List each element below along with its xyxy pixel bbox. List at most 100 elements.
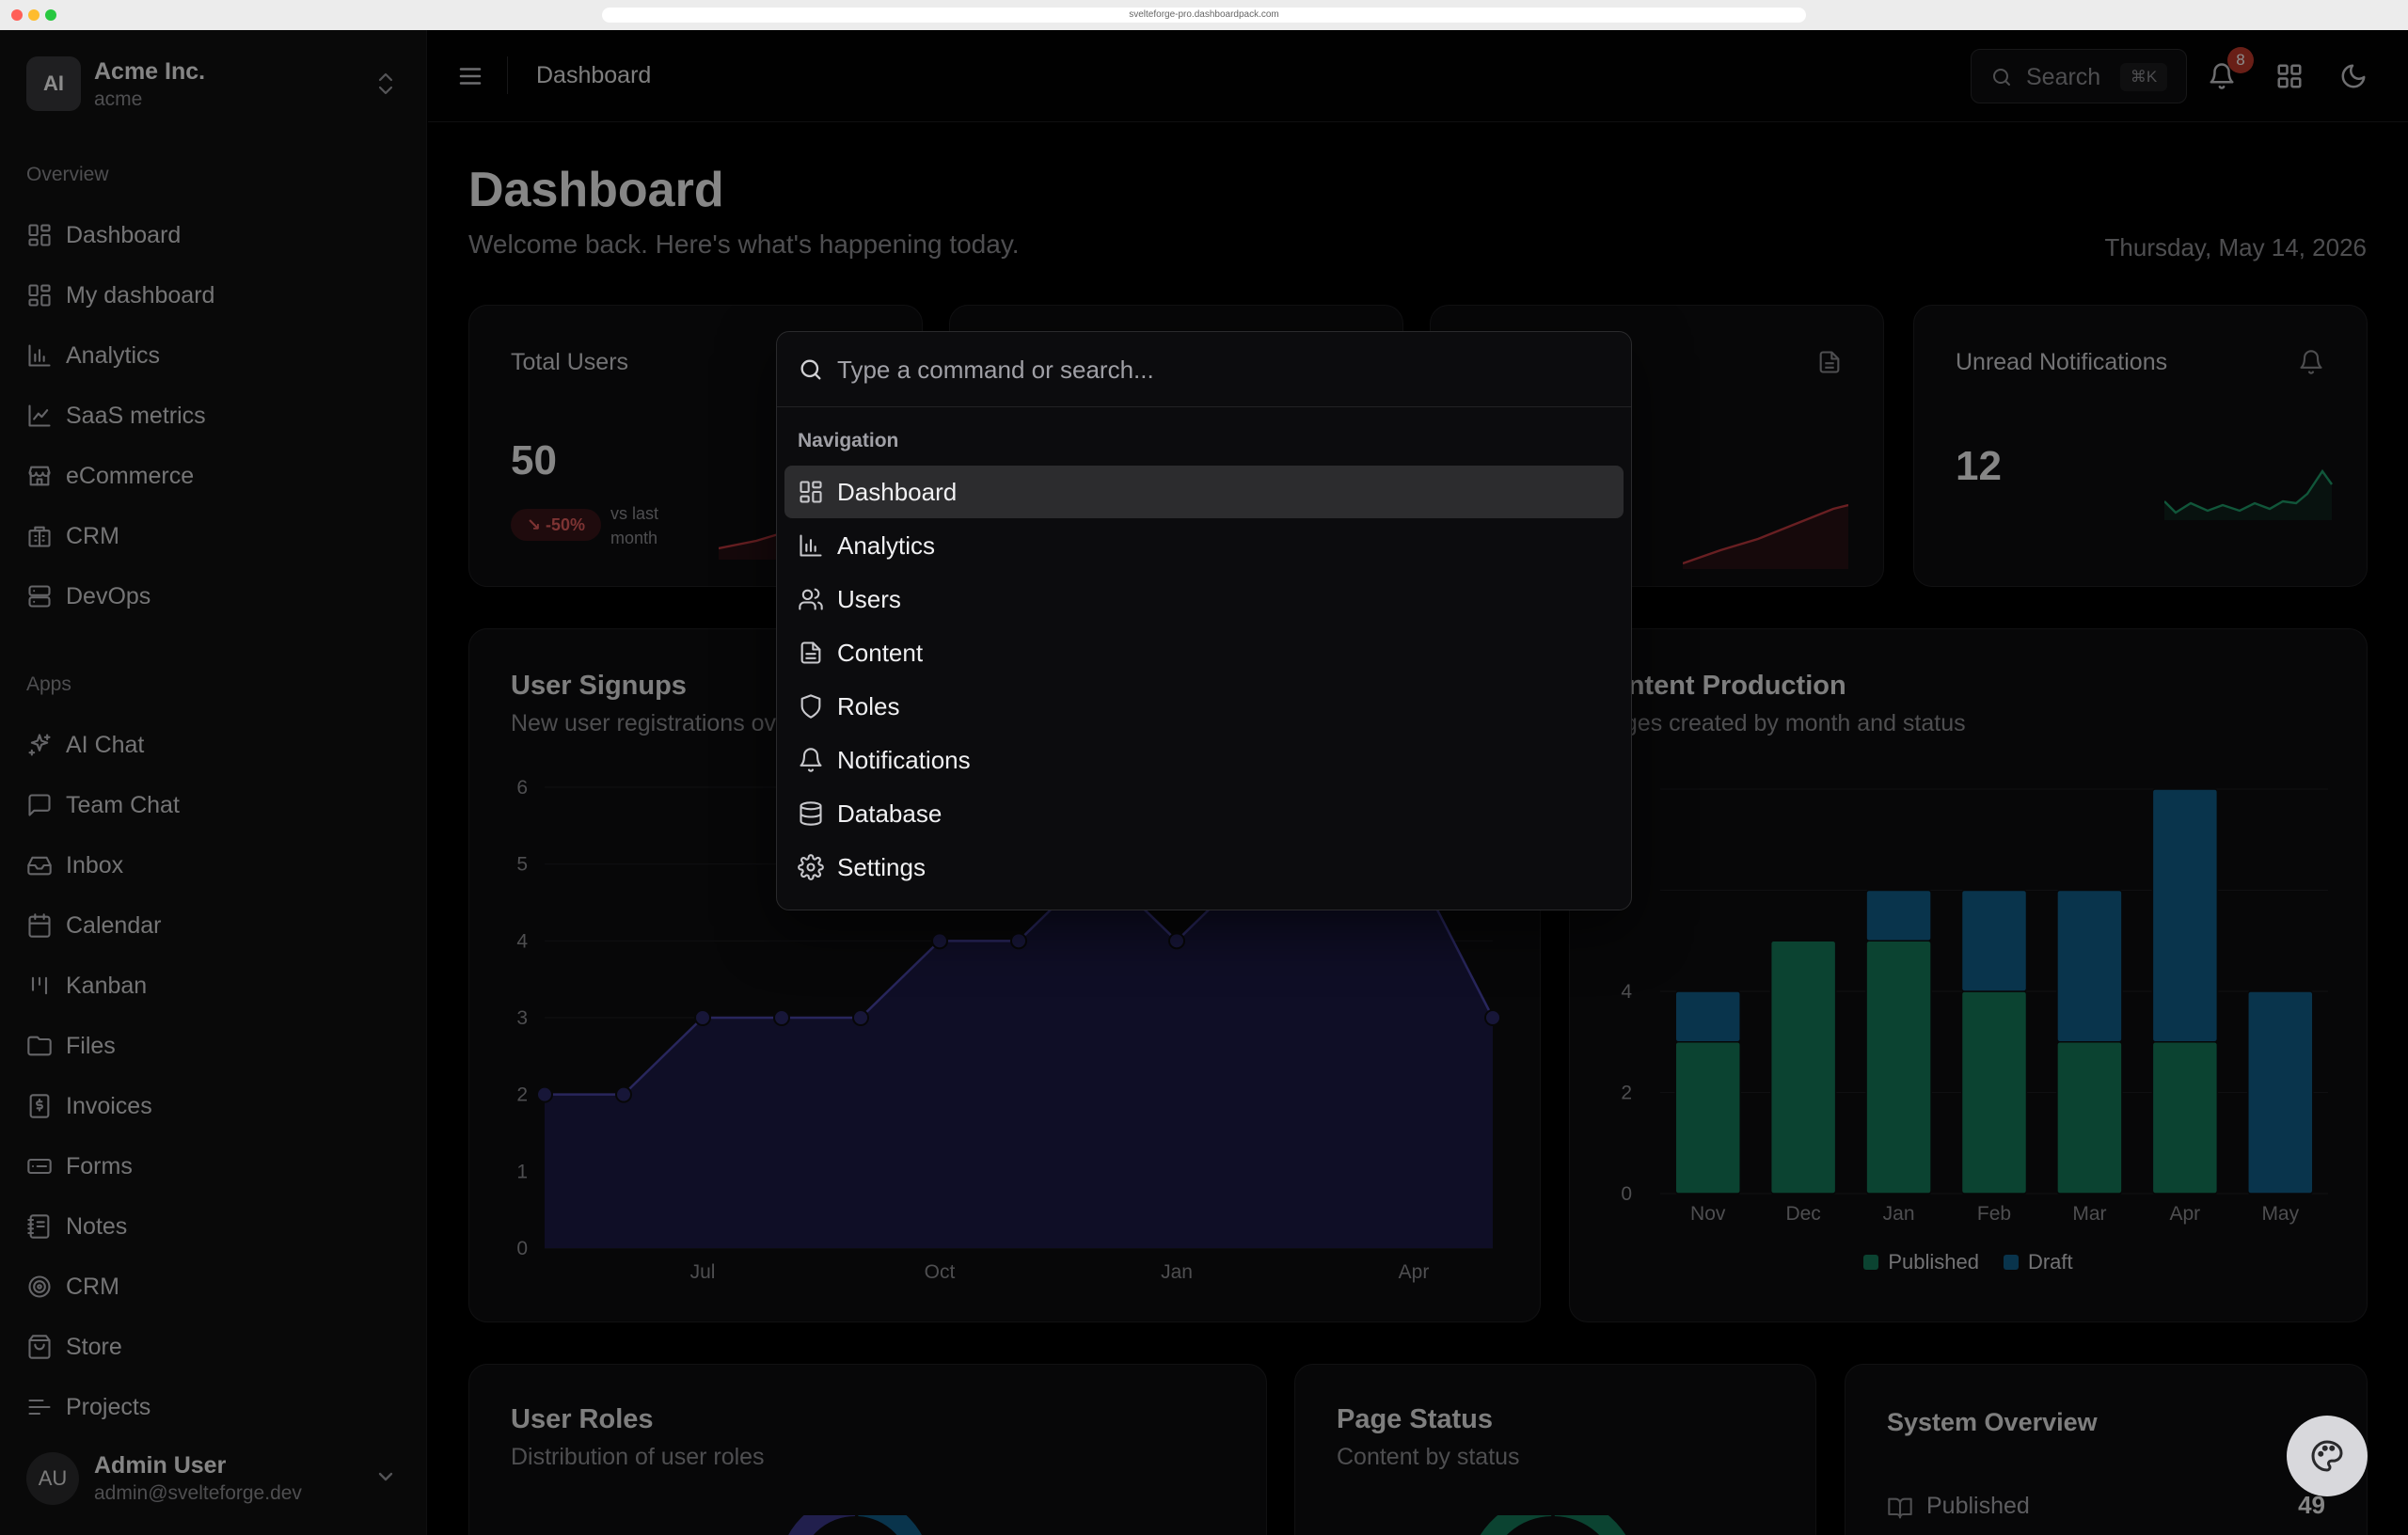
search-label: Search: [2026, 64, 2101, 90]
user-roles-card: User Roles Distribution of user roles: [468, 1364, 1267, 1535]
sparkles-icon: [26, 732, 53, 758]
palette-item-users[interactable]: Users: [784, 573, 1624, 625]
data-point: [1484, 1009, 1501, 1026]
org-avatar: AI: [26, 56, 81, 111]
palette-item-dashboard[interactable]: Dashboard: [784, 466, 1624, 518]
bar-chart-icon: [798, 532, 824, 559]
calendar-icon: [26, 912, 53, 939]
list-icon: [26, 1394, 53, 1420]
server-icon: [26, 583, 53, 609]
message-square-icon: [26, 792, 53, 818]
sidebar-item-kanban[interactable]: Kanban: [26, 963, 403, 1008]
theme-customizer-button[interactable]: [2287, 1416, 2368, 1496]
inbox-icon: [26, 852, 53, 878]
sidebar-item-saas-metrics[interactable]: SaaS metrics: [26, 393, 403, 438]
notebook-icon: [26, 1213, 53, 1240]
apps-grid-icon[interactable]: [2275, 62, 2304, 90]
kanban-icon: [26, 973, 53, 999]
sidebar-item-invoices[interactable]: Invoices: [26, 1084, 403, 1129]
sidebar-item-crm[interactable]: CRM: [26, 514, 403, 559]
sidebar: AI Acme Inc. acme Overview Dashboard My d…: [0, 30, 427, 1535]
data-point: [615, 1085, 632, 1103]
sidebar-item-label: Forms: [66, 1152, 133, 1179]
browser-chrome: svelteforge-pro.dashboardpack.com: [0, 0, 2408, 30]
close-window-dot[interactable]: [11, 9, 23, 21]
current-date: Thursday, May 14, 2026: [2104, 233, 2367, 261]
menu-icon[interactable]: [456, 62, 484, 90]
sidebar-item-label: DevOps: [66, 582, 151, 609]
legend-item-published[interactable]: Published: [1863, 1250, 1979, 1274]
org-name: Acme Inc.: [94, 58, 206, 85]
palette-item-label: Analytics: [837, 530, 936, 560]
shopping-bag-icon: [26, 1334, 53, 1360]
chart-subtitle: ages created by month and status: [1611, 710, 1966, 736]
avatar: AU: [26, 1452, 79, 1505]
building-icon: [26, 523, 53, 549]
palette-item-notifications[interactable]: Notifications: [784, 734, 1624, 786]
overview-row-label: Published: [1926, 1493, 2030, 1519]
palette-item-label: Dashboard: [837, 477, 958, 506]
trend-down-icon: ↘: [526, 515, 542, 534]
x-tick-label: May: [2261, 1203, 2299, 1225]
palette-item-settings[interactable]: Settings: [784, 841, 1624, 894]
sidebar-item-analytics[interactable]: Analytics: [26, 333, 403, 378]
bar-draft: [2247, 990, 2314, 1195]
data-point: [931, 932, 948, 950]
sidebar-item-ai-chat[interactable]: AI Chat: [26, 722, 403, 768]
palette-item-roles[interactable]: Roles: [784, 680, 1624, 733]
sidebar-item-calendar[interactable]: Calendar: [26, 903, 403, 948]
sidebar-item-devops[interactable]: DevOps: [26, 574, 403, 619]
palette-item-label: Database: [837, 799, 943, 828]
sidebar-item-dashboard[interactable]: Dashboard: [26, 213, 403, 258]
x-tick-label: Apr: [2170, 1203, 2201, 1225]
y-tick-label: 1: [516, 1161, 528, 1182]
receipt-icon: [26, 1093, 53, 1119]
data-point: [1168, 932, 1185, 950]
sidebar-item-label: Kanban: [66, 972, 148, 999]
layout-dashboard-icon: [798, 479, 824, 505]
breadcrumb: Dashboard: [536, 62, 652, 88]
palette-item-analytics[interactable]: Analytics: [784, 519, 1624, 572]
sidebar-item-projects[interactable]: Projects: [26, 1385, 403, 1430]
search-button[interactable]: Search ⌘K: [1971, 49, 2187, 103]
palette-item-content[interactable]: Content: [784, 626, 1624, 679]
palette-item-label: Content: [837, 638, 924, 667]
sidebar-item-team-chat[interactable]: Team Chat: [26, 783, 403, 828]
sidebar-item-label: AI Chat: [66, 731, 145, 758]
chart-title: User Signups: [511, 671, 687, 701]
page-subtitle: Welcome back. Here's what's happening to…: [468, 229, 1020, 259]
user-menu[interactable]: AU Admin User admin@svelteforge.dev: [26, 1448, 403, 1509]
sidebar-item-store[interactable]: Store: [26, 1324, 403, 1369]
address-bar[interactable]: svelteforge-pro.dashboardpack.com: [602, 8, 1806, 23]
sidebar-item-ecommerce[interactable]: eCommerce: [26, 453, 403, 498]
sidebar-item-inbox[interactable]: Inbox: [26, 843, 403, 888]
moon-icon[interactable]: [2339, 62, 2368, 90]
page-status-card: Page Status Content by status: [1294, 1364, 1816, 1535]
x-tick-label: Apr: [1399, 1261, 1430, 1283]
legend-label: Draft: [2027, 1250, 2073, 1274]
store-icon: [26, 463, 53, 489]
search-icon: [1993, 69, 2010, 86]
sidebar-item-files[interactable]: Files: [26, 1023, 403, 1068]
bell-icon[interactable]: [2208, 62, 2236, 90]
sidebar-item-notes[interactable]: Notes: [26, 1204, 403, 1249]
layout-dashboard-icon: [26, 282, 53, 309]
sidebar-item-label: Store: [66, 1333, 122, 1360]
sidebar-item-my-dashboard[interactable]: My dashboard: [26, 273, 403, 318]
minimize-window-dot[interactable]: [28, 9, 40, 21]
palette-item-label: Notifications: [837, 745, 971, 774]
divider: [507, 56, 508, 94]
legend-item-draft[interactable]: Draft: [2003, 1250, 2073, 1274]
maximize-window-dot[interactable]: [45, 9, 56, 21]
chart-title: ontent Production: [1611, 671, 1846, 701]
content-production-chart: 02468NovDecJanFebMarAprMay: [1621, 779, 2328, 1225]
y-tick-label: 6: [516, 777, 528, 799]
sidebar-item-label: Files: [66, 1032, 116, 1059]
command-input[interactable]: [837, 349, 1590, 390]
org-switcher[interactable]: AI Acme Inc. acme: [26, 56, 403, 113]
sidebar-item-crm[interactable]: CRM: [26, 1264, 403, 1309]
bar-published: [1769, 940, 1837, 1195]
palette-item-database[interactable]: Database: [784, 787, 1624, 840]
x-tick-label: Oct: [925, 1261, 956, 1283]
sidebar-item-forms[interactable]: Forms: [26, 1144, 403, 1189]
